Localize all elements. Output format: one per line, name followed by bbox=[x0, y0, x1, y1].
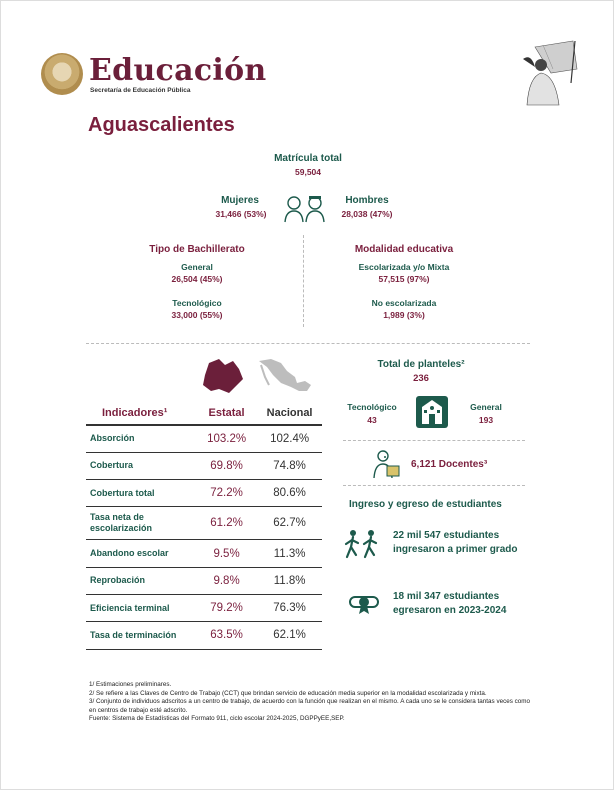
modalidad-no-escolarizada-label: No escolarizada bbox=[371, 298, 437, 308]
modalidad-escolarizada-label: Escolarizada y/o Mixta bbox=[358, 262, 450, 272]
indicadores-table: Indicadores¹ Estatal Nacional Absorción 1… bbox=[86, 402, 322, 650]
planteles-value: 236 bbox=[413, 373, 429, 384]
table-row: Absorción 103.2% 102.4% bbox=[86, 423, 322, 453]
row-nacional: 11.8% bbox=[257, 567, 322, 595]
table-row: Tasa de terminación 63.5% 62.1% bbox=[86, 621, 322, 650]
planteles-label: Total de planteles² bbox=[377, 359, 465, 370]
row-nacional: 62.7% bbox=[257, 506, 322, 541]
brand-subtitle: Secretaría de Educación Pública bbox=[90, 87, 191, 94]
modalidad-label: Modalidad educativa bbox=[354, 244, 454, 255]
egreso-text: 18 mil 347 estudiantes egresaron en 2023… bbox=[393, 590, 506, 618]
diploma-icon bbox=[349, 596, 379, 614]
divider-horizontal bbox=[86, 343, 530, 344]
footnote-source: Fuente: Sistema de Estadísticas del Form… bbox=[89, 715, 345, 722]
row-name: Eficiencia terminal bbox=[86, 594, 196, 623]
planteles-general-label: General bbox=[470, 402, 502, 412]
row-estatal: 69.8% bbox=[196, 452, 258, 481]
row-nacional: 102.4% bbox=[257, 423, 322, 453]
row-nacional: 74.8% bbox=[257, 452, 322, 481]
egreso-line-2: egresaron en 2023-2024 bbox=[393, 605, 507, 616]
flag-woman-illustration bbox=[523, 40, 578, 106]
row-name: Reprobación bbox=[86, 567, 196, 595]
tipo-bachillerato-label: Tipo de Bachillerato bbox=[149, 244, 245, 255]
sep-seal-logo bbox=[41, 53, 83, 95]
row-estatal: 72.2% bbox=[196, 479, 258, 508]
students-walking-icon bbox=[344, 530, 378, 559]
row-nacional: 62.1% bbox=[257, 621, 322, 650]
tipo-tecnologico-value: 33,000 (55%) bbox=[171, 310, 223, 320]
divider-planteles bbox=[343, 440, 525, 441]
planteles-tecnologico-label: Tecnológico bbox=[347, 402, 397, 412]
row-estatal: 9.8% bbox=[196, 567, 258, 595]
table-row: Reprobación 9.8% 11.8% bbox=[86, 567, 322, 595]
footnote: 3/ Conjunto de individuos adscritos a un… bbox=[89, 698, 531, 714]
hombres-value: 28,038 (47%) bbox=[341, 209, 393, 219]
table-row: Tasa neta de escolarización 61.2% 62.7% bbox=[86, 506, 322, 541]
row-name: Absorción bbox=[86, 423, 196, 453]
row-name: Cobertura bbox=[86, 452, 196, 481]
planteles-tecnologico-value: 43 bbox=[367, 415, 377, 425]
page-title: Aguascalientes bbox=[88, 114, 235, 136]
footnote: 1/ Estimaciones preliminares. bbox=[89, 681, 172, 688]
row-name: Cobertura total bbox=[86, 479, 196, 508]
row-estatal: 9.5% bbox=[196, 539, 258, 568]
divider-vertical bbox=[303, 235, 304, 327]
ingreso-line-2: ingresaron a primer grado bbox=[393, 544, 518, 555]
matricula-value: 59,504 bbox=[295, 167, 321, 177]
row-name: Tasa de terminación bbox=[86, 621, 196, 650]
footnote: 2/ Se refiere a las Claves de Centro de … bbox=[89, 689, 487, 697]
planteles-general-value: 193 bbox=[478, 415, 494, 425]
teacher-icon bbox=[373, 450, 400, 479]
row-estatal: 103.2% bbox=[196, 423, 258, 453]
hombres-label: Hombres bbox=[345, 195, 389, 206]
ingreso-text: 22 mil 547 estudiantes ingresaron a prim… bbox=[393, 529, 517, 557]
table-row: Eficiencia terminal 79.2% 76.3% bbox=[86, 594, 322, 623]
mujeres-value: 31,466 (53%) bbox=[215, 209, 267, 219]
header-nacional: Nacional bbox=[257, 402, 322, 426]
row-nacional: 11.3% bbox=[257, 539, 322, 568]
row-name: Tasa neta de escolarización bbox=[86, 506, 196, 541]
egreso-line-1: 18 mil 347 estudiantes bbox=[393, 591, 500, 602]
brand-title: Educación bbox=[89, 53, 267, 88]
modalidad-escolarizada-value: 57,515 (97%) bbox=[378, 274, 430, 284]
row-nacional: 80.6% bbox=[257, 479, 322, 508]
row-nacional: 76.3% bbox=[257, 594, 322, 623]
matricula-label: Matrícula total bbox=[274, 153, 342, 164]
ingreso-egreso-title: Ingreso y egreso de estudiantes bbox=[349, 499, 502, 510]
row-name: Abandono escolar bbox=[86, 539, 196, 568]
table-row: Cobertura total 72.2% 80.6% bbox=[86, 479, 322, 508]
table-row: Abandono escolar 9.5% 11.3% bbox=[86, 539, 322, 568]
school-building-icon bbox=[416, 396, 448, 428]
table-row: Cobertura 69.8% 74.8% bbox=[86, 452, 322, 481]
mexico-map-icon bbox=[259, 359, 311, 391]
docentes-text: 6,121 Docentes³ bbox=[411, 459, 488, 470]
tipo-general-label: General bbox=[181, 262, 213, 272]
students-gender-icon bbox=[284, 196, 325, 223]
header-estatal: Estatal bbox=[196, 402, 258, 426]
divider-docentes bbox=[343, 485, 525, 486]
tipo-tecnologico-label: Tecnológico bbox=[172, 298, 222, 308]
row-estatal: 61.2% bbox=[196, 506, 258, 541]
aguascalientes-map-icon bbox=[203, 359, 243, 393]
mujeres-label: Mujeres bbox=[221, 195, 259, 206]
modalidad-no-escolarizada-value: 1,989 (3%) bbox=[383, 310, 425, 320]
ingreso-line-1: 22 mil 547 estudiantes bbox=[393, 530, 500, 541]
tipo-general-value: 26,504 (45%) bbox=[171, 274, 223, 284]
row-estatal: 63.5% bbox=[196, 621, 258, 650]
row-estatal: 79.2% bbox=[196, 594, 258, 623]
header-indicadores: Indicadores¹ bbox=[86, 402, 196, 426]
footnotes: 1/ Estimaciones preliminares. 2/ Se refi… bbox=[89, 681, 534, 724]
